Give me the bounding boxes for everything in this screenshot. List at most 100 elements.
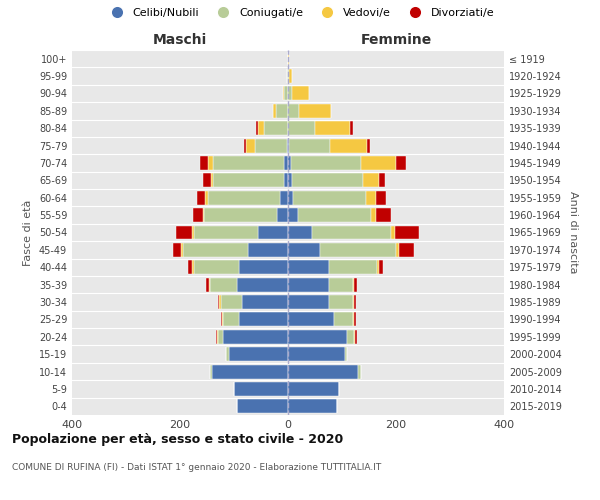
Bar: [206, 278, 209, 291]
Bar: [203, 174, 211, 188]
Bar: [209, 278, 210, 291]
Bar: [329, 295, 353, 309]
Bar: [236, 400, 288, 413]
Bar: [288, 156, 290, 170]
Bar: [288, 208, 298, 222]
Bar: [299, 104, 331, 118]
Bar: [398, 243, 414, 257]
Bar: [259, 226, 288, 239]
Bar: [353, 278, 354, 291]
Bar: [376, 191, 386, 204]
Bar: [288, 138, 289, 152]
Bar: [329, 138, 367, 152]
Bar: [259, 122, 264, 135]
Text: Maschi: Maschi: [153, 32, 207, 46]
Text: COMUNE DI RUFINA (FI) - Dati ISTAT 1° gennaio 2020 - Elaborazione TUTTITALIA.IT: COMUNE DI RUFINA (FI) - Dati ISTAT 1° ge…: [12, 462, 381, 471]
Bar: [288, 400, 337, 413]
Bar: [182, 243, 248, 257]
Bar: [211, 174, 214, 188]
Bar: [313, 226, 391, 239]
Bar: [315, 122, 350, 135]
Bar: [320, 243, 396, 257]
Bar: [188, 260, 192, 274]
Bar: [379, 174, 385, 188]
Bar: [208, 156, 214, 170]
Bar: [247, 138, 254, 152]
Bar: [226, 347, 229, 361]
Bar: [283, 86, 284, 101]
Bar: [288, 347, 344, 361]
Y-axis label: Anni di nascita: Anni di nascita: [568, 191, 578, 274]
Bar: [377, 260, 379, 274]
Bar: [203, 208, 204, 222]
Bar: [223, 330, 288, 344]
Bar: [234, 382, 288, 396]
Bar: [395, 226, 419, 239]
Bar: [358, 364, 361, 378]
Bar: [277, 208, 288, 222]
Bar: [217, 330, 218, 344]
Bar: [276, 104, 288, 118]
Bar: [280, 191, 288, 204]
Bar: [214, 174, 284, 188]
Bar: [355, 330, 356, 344]
Bar: [248, 243, 288, 257]
Bar: [396, 156, 406, 170]
Bar: [218, 330, 223, 344]
Bar: [290, 156, 361, 170]
Bar: [353, 295, 354, 309]
Bar: [284, 86, 288, 101]
Bar: [212, 364, 288, 378]
Bar: [204, 208, 277, 222]
Bar: [192, 226, 193, 239]
Bar: [208, 191, 280, 204]
Bar: [210, 364, 212, 378]
Bar: [192, 260, 193, 274]
Bar: [288, 295, 329, 309]
Bar: [236, 278, 288, 291]
Bar: [288, 243, 320, 257]
Bar: [288, 69, 289, 83]
Bar: [292, 174, 362, 188]
Bar: [244, 138, 247, 152]
Bar: [223, 312, 239, 326]
Bar: [288, 86, 292, 101]
Bar: [215, 330, 217, 344]
Text: Popolazione per età, sesso e stato civile - 2020: Popolazione per età, sesso e stato civil…: [12, 432, 343, 446]
Bar: [289, 138, 329, 152]
Bar: [347, 330, 354, 344]
Bar: [205, 191, 208, 204]
Bar: [367, 138, 370, 152]
Bar: [288, 312, 334, 326]
Bar: [197, 191, 205, 204]
Bar: [329, 278, 353, 291]
Bar: [287, 138, 288, 152]
Bar: [221, 295, 242, 309]
Bar: [193, 208, 203, 222]
Bar: [229, 347, 288, 361]
Bar: [376, 208, 391, 222]
Bar: [288, 226, 313, 239]
Text: Femmine: Femmine: [361, 32, 431, 46]
Bar: [288, 278, 329, 291]
Bar: [354, 278, 356, 291]
Bar: [366, 191, 376, 204]
Bar: [284, 156, 288, 170]
Bar: [210, 278, 236, 291]
Y-axis label: Fasce di età: Fasce di età: [23, 200, 33, 266]
Bar: [298, 208, 371, 222]
Bar: [256, 122, 259, 135]
Bar: [350, 122, 353, 135]
Bar: [288, 174, 292, 188]
Bar: [220, 295, 221, 309]
Bar: [193, 226, 259, 239]
Bar: [264, 122, 288, 135]
Bar: [288, 191, 293, 204]
Bar: [239, 312, 288, 326]
Bar: [396, 243, 398, 257]
Bar: [284, 174, 288, 188]
Bar: [193, 260, 239, 274]
Bar: [292, 86, 308, 101]
Bar: [239, 260, 288, 274]
Bar: [391, 226, 395, 239]
